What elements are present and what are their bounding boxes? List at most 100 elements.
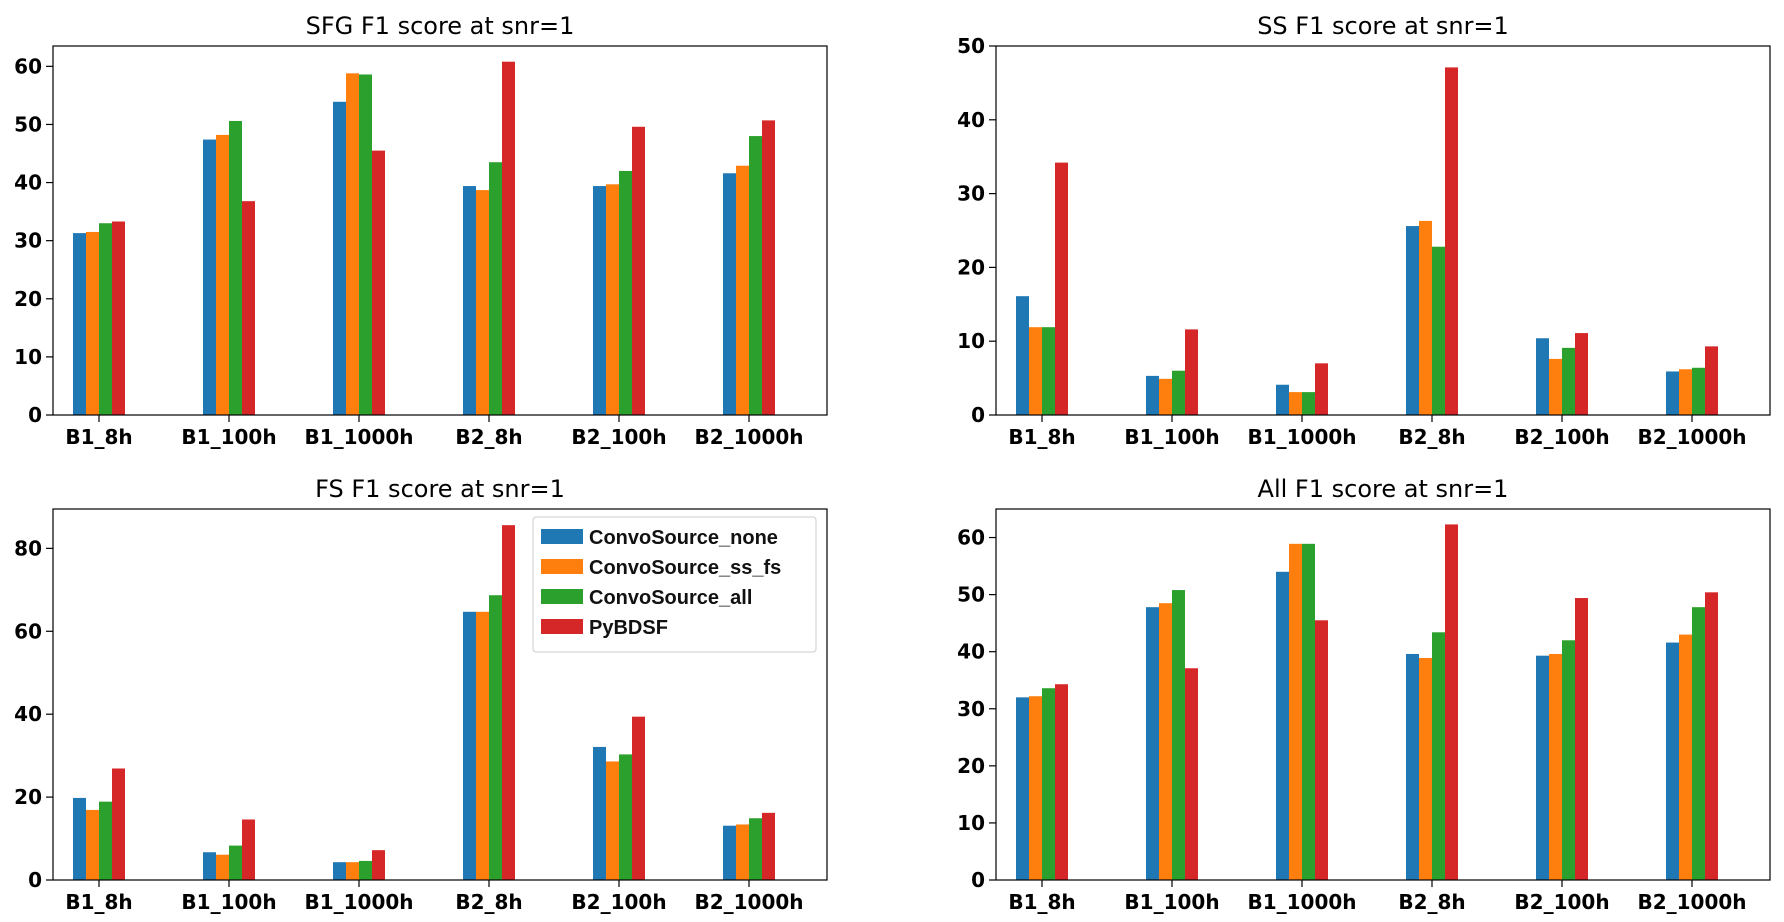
y-tick-label: 80 bbox=[14, 536, 42, 560]
bar-PyBDSF-B2_100h bbox=[632, 716, 645, 880]
x-tick-label: B2_8h bbox=[455, 890, 522, 914]
y-tick-label: 0 bbox=[971, 403, 985, 427]
bar-ConvoSource_all-B2_100h bbox=[619, 754, 632, 880]
x-tick-label: B1_100h bbox=[181, 425, 276, 449]
axes-frame bbox=[995, 45, 1771, 416]
bar-ConvoSource_none-B1_100h bbox=[1146, 375, 1159, 415]
bar-ConvoSource_ss_fs-B1_1000h bbox=[1289, 543, 1302, 880]
bar-ConvoSource_ss_fs-B1_8h bbox=[1029, 327, 1042, 415]
bar-ConvoSource_ss_fs-B1_100h bbox=[1159, 603, 1172, 880]
bar-ConvoSource_ss_fs-B1_100h bbox=[1159, 378, 1172, 415]
y-tick-label: 0 bbox=[28, 868, 42, 892]
y-tick-label: 50 bbox=[14, 112, 42, 136]
legend: ConvoSource_none ConvoSource_ss_fs ConvoSo… bbox=[532, 516, 817, 653]
bar-PyBDSF-B2_1000h bbox=[1705, 592, 1718, 880]
bar-ConvoSource_ss_fs-B2_1000h bbox=[736, 165, 749, 415]
bar-ConvoSource_all-B1_1000h bbox=[359, 860, 372, 880]
bar-ConvoSource_none-B1_100h bbox=[1146, 607, 1159, 880]
bar-ConvoSource_ss_fs-B2_1000h bbox=[736, 824, 749, 880]
bar-ConvoSource_ss_fs-B2_8h bbox=[1419, 657, 1432, 880]
bar-ConvoSource_all-B1_8h bbox=[99, 801, 112, 880]
x-tick-label: B1_100h bbox=[1124, 890, 1219, 914]
bar-ConvoSource_ss_fs-B2_1000h bbox=[1679, 369, 1692, 415]
legend-label: PyBDSF bbox=[589, 617, 668, 639]
bar-ConvoSource_all-B1_1000h bbox=[359, 74, 372, 416]
bar-ConvoSource_ss_fs-B2_8h bbox=[476, 190, 489, 415]
x-tick-label: B1_100h bbox=[181, 890, 276, 914]
legend-swatch-ConvoSource_none bbox=[541, 529, 583, 544]
bar-ConvoSource_all-B2_8h bbox=[1432, 246, 1445, 415]
bar-ConvoSource_none-B2_100h bbox=[1536, 655, 1549, 880]
bar-ConvoSource_all-B1_1000h bbox=[1302, 543, 1315, 880]
bar-PyBDSF-B1_8h bbox=[112, 221, 125, 415]
bar-PyBDSF-B1_100h bbox=[242, 819, 255, 880]
bar-ConvoSource_none-B2_1000h bbox=[1666, 371, 1679, 415]
y-tick-label: 30 bbox=[957, 182, 985, 206]
y-tick-label: 10 bbox=[14, 345, 42, 369]
bar-ConvoSource_ss_fs-B2_8h bbox=[476, 611, 489, 880]
bar-ConvoSource_ss_fs-B1_8h bbox=[86, 809, 99, 880]
bar-ConvoSource_all-B1_8h bbox=[1042, 327, 1055, 415]
axes-frame bbox=[995, 508, 1771, 881]
bar-ConvoSource_all-B1_1000h bbox=[1302, 392, 1315, 415]
bar-ConvoSource_ss_fs-B1_1000h bbox=[1289, 392, 1302, 415]
bar-PyBDSF-B2_100h bbox=[1575, 333, 1588, 415]
bar-ConvoSource_none-B2_100h bbox=[1536, 338, 1549, 415]
bar-PyBDSF-B2_8h bbox=[502, 525, 515, 880]
bar-ConvoSource_none-B1_1000h bbox=[1276, 384, 1289, 415]
bar-ConvoSource_none-B1_8h bbox=[73, 797, 86, 880]
bar-ConvoSource_all-B2_1000h bbox=[1692, 367, 1705, 415]
bar-ConvoSource_none-B2_1000h bbox=[723, 825, 736, 880]
y-tick-label: 20 bbox=[957, 255, 985, 279]
bar-ConvoSource_none-B2_8h bbox=[463, 186, 476, 415]
legend-swatch-PyBDSF bbox=[541, 619, 583, 634]
bar-PyBDSF-B1_1000h bbox=[372, 150, 385, 415]
bar-ConvoSource_all-B2_1000h bbox=[749, 136, 762, 415]
x-tick-label: B1_8h bbox=[1008, 890, 1075, 914]
y-tick-label: 60 bbox=[14, 54, 42, 78]
x-tick-label: B1_1000h bbox=[1247, 425, 1356, 449]
bar-PyBDSF-B1_8h bbox=[1055, 162, 1068, 415]
bar-ConvoSource_none-B2_100h bbox=[593, 186, 606, 415]
axes-frame bbox=[52, 508, 828, 881]
y-tick-label: 40 bbox=[14, 171, 42, 195]
chart-title: SFG F1 score at snr=1 bbox=[306, 12, 575, 40]
chart-fs: FS F1 score at snr=1 0 20 40 60 80 B1_8h B1_100… bbox=[14, 475, 828, 914]
bar-ConvoSource_all-B2_1000h bbox=[749, 818, 762, 880]
y-tick-label: 0 bbox=[28, 403, 42, 427]
bar-PyBDSF-B2_8h bbox=[502, 61, 515, 416]
legend-label: ConvoSource_all bbox=[589, 587, 752, 609]
bar-ConvoSource_none-B1_1000h bbox=[333, 862, 346, 880]
bar-ConvoSource_all-B2_8h bbox=[489, 595, 502, 880]
bar-ConvoSource_none-B1_8h bbox=[73, 233, 86, 415]
bar-ConvoSource_ss_fs-B2_100h bbox=[606, 184, 619, 415]
bar-ConvoSource_none-B2_8h bbox=[1406, 653, 1419, 880]
bar-ConvoSource_all-B1_100h bbox=[1172, 370, 1185, 415]
x-tick-label: B2_100h bbox=[571, 425, 666, 449]
chart-all: All F1 score at snr=1 0 10 20 30 40 50 60 B1_8h B… bbox=[957, 475, 1771, 914]
bar-ConvoSource_all-B1_100h bbox=[229, 120, 242, 415]
bar-ConvoSource_none-B2_8h bbox=[463, 611, 476, 880]
bar-ConvoSource_all-B1_8h bbox=[1042, 688, 1055, 880]
bar-PyBDSF-B1_8h bbox=[1055, 684, 1068, 880]
bar-PyBDSF-B1_100h bbox=[242, 201, 255, 415]
x-tick-label: B1_8h bbox=[1008, 425, 1075, 449]
bar-PyBDSF-B1_8h bbox=[112, 768, 125, 880]
bar-PyBDSF-B1_100h bbox=[1185, 329, 1198, 415]
y-tick-label: 0 bbox=[971, 868, 985, 892]
bar-ConvoSource_all-B2_100h bbox=[619, 170, 632, 415]
bar-ConvoSource_ss_fs-B1_1000h bbox=[346, 862, 359, 880]
y-tick-label: 40 bbox=[14, 702, 42, 726]
bar-ConvoSource_all-B1_100h bbox=[229, 845, 242, 880]
chart-sfg: SFG F1 score at snr=1 0 10 20 30 40 50 60 B1_8h B… bbox=[14, 12, 828, 449]
bar-ConvoSource_none-B2_1000h bbox=[1666, 642, 1679, 880]
bar-ConvoSource_all-B2_100h bbox=[1562, 347, 1575, 415]
y-tick-label: 30 bbox=[14, 229, 42, 253]
x-tick-label: B1_1000h bbox=[304, 890, 413, 914]
bar-PyBDSF-B1_1000h bbox=[372, 850, 385, 880]
x-tick-label: B2_1000h bbox=[694, 425, 803, 449]
bar-ConvoSource_ss_fs-B1_8h bbox=[86, 231, 99, 415]
bar-ConvoSource_all-B2_100h bbox=[1562, 640, 1575, 880]
y-tick-label: 30 bbox=[957, 697, 985, 721]
